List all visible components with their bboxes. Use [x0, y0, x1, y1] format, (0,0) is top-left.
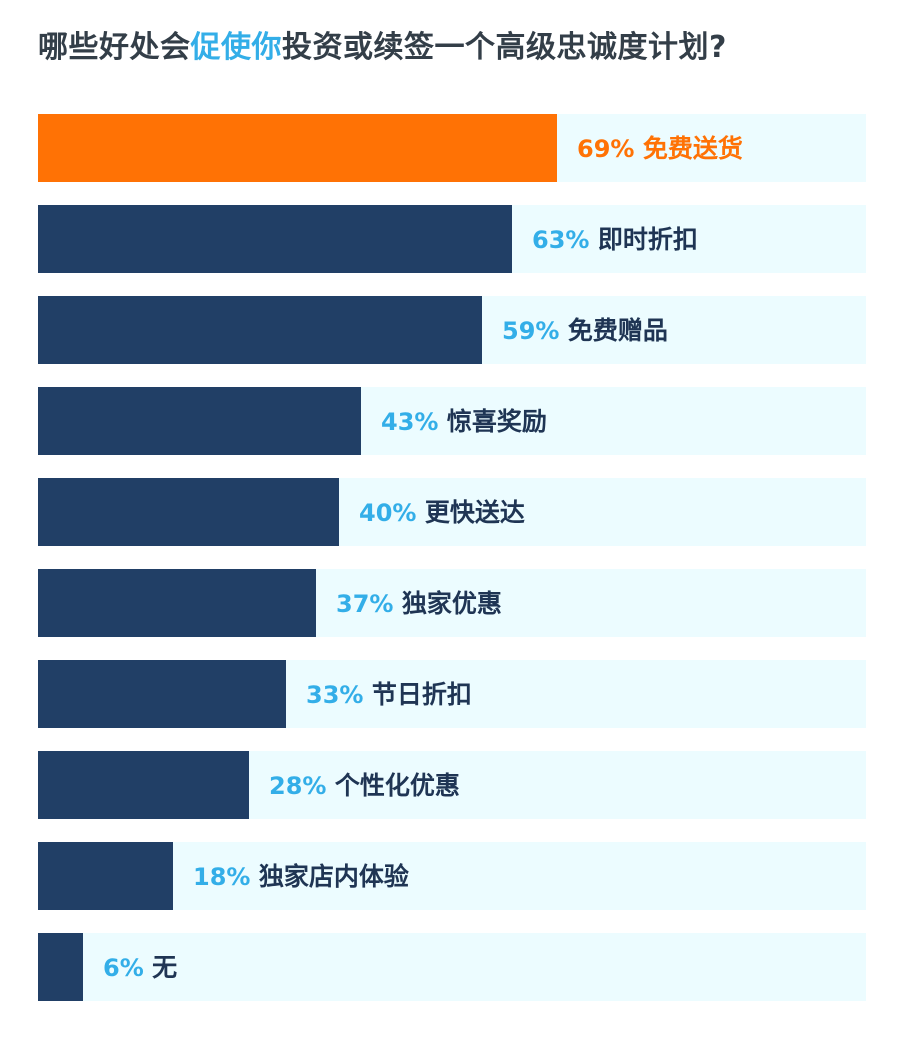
bar — [38, 387, 361, 455]
bar-label: 18% 独家店内体验 — [193, 862, 409, 891]
bar-category-label: 免费赠品 — [568, 316, 668, 345]
bar-value-label: 59% — [502, 317, 568, 345]
bar-label: 28% 个性化优惠 — [269, 771, 460, 800]
chart-title: 哪些好处会促使你投资或续签一个高级忠诚度计划? — [38, 22, 727, 66]
bar — [38, 933, 83, 1001]
bar-category-label: 更快送达 — [425, 498, 525, 527]
bar-label: 37% 独家优惠 — [336, 589, 502, 618]
bar-value-label: 28% — [269, 772, 335, 800]
bar-category-label: 免费送货 — [643, 134, 743, 163]
bar-label: 33% 节日折扣 — [306, 680, 472, 709]
bar-category-label: 即时折扣 — [598, 225, 698, 254]
bar-value-label: 6% — [103, 954, 152, 982]
bar — [38, 842, 173, 910]
bar-category-label: 独家店内体验 — [259, 862, 409, 891]
bar — [38, 478, 339, 546]
bar-label: 63% 即时折扣 — [532, 225, 698, 254]
bar-label: 6% 无 — [103, 953, 177, 982]
title-part-1: 哪些好处会 — [38, 30, 191, 65]
bar-value-label: 43% — [381, 408, 447, 436]
bar-track — [38, 933, 866, 1001]
bar-value-label: 33% — [306, 681, 372, 709]
bar-value-label: 63% — [532, 226, 598, 254]
bar — [38, 296, 482, 364]
title-part-2: 投资或续签一个高级忠诚度计划? — [282, 30, 727, 65]
bar-category-label: 节日折扣 — [372, 680, 472, 709]
title-highlight: 促使你 — [190, 30, 282, 65]
bar-value-label: 40% — [359, 499, 425, 527]
bar-label: 40% 更快送达 — [359, 498, 525, 527]
bar-value-label: 37% — [336, 590, 402, 618]
bar — [38, 205, 512, 273]
bar-value-label: 18% — [193, 863, 259, 891]
bar — [38, 660, 286, 728]
bar — [38, 114, 557, 182]
bar-label: 43% 惊喜奖励 — [381, 407, 547, 436]
bar-label: 69% 免费送货 — [577, 134, 743, 163]
bar — [38, 751, 249, 819]
bar-category-label: 个性化优惠 — [335, 771, 460, 800]
bar-category-label: 独家优惠 — [402, 589, 502, 618]
bar-track — [38, 842, 866, 910]
bar-label: 59% 免费赠品 — [502, 316, 668, 345]
bar-category-label: 惊喜奖励 — [447, 407, 547, 436]
bar-category-label: 无 — [152, 953, 177, 982]
bar — [38, 569, 316, 637]
bar-value-label: 69% — [577, 135, 643, 163]
